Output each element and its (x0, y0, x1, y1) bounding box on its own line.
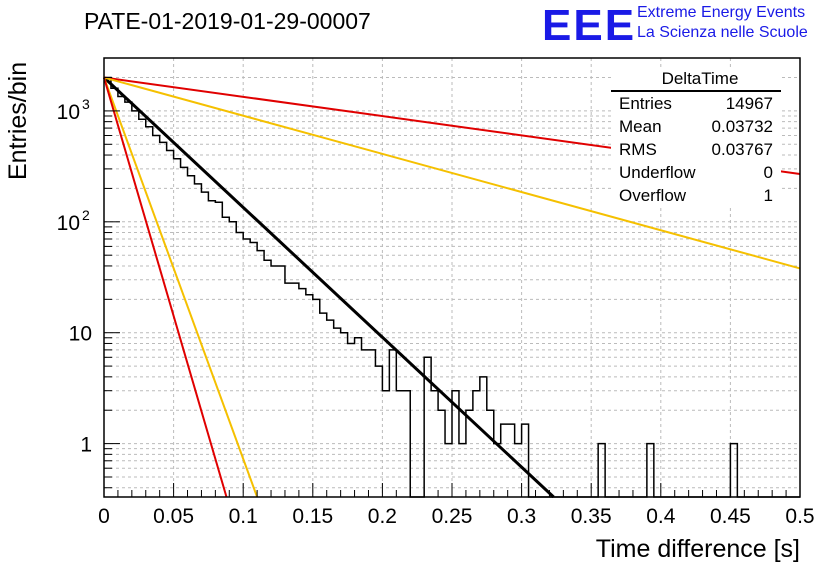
x-tick-label: 0.1 (229, 505, 258, 528)
histogram-bin (334, 328, 341, 497)
stats-row: Entries 14967 (611, 92, 781, 115)
x-tick-label: 0.15 (292, 505, 333, 528)
stats-rows: Entries 14967 Mean 0.03732 RMS 0.03767 Underfl… (611, 92, 781, 207)
histogram-bin (271, 266, 278, 497)
stats-box: DeltaTime Entries 14967 Mean 0.03732 RMS 0.03… (611, 68, 781, 207)
axis-ticks: 0 0.05 0.1 0.15 0.2 0.25 0.3 0.35 0.4 0.45 0.51101… (57, 57, 815, 528)
histogram-bin (111, 88, 118, 497)
x-tick-label: 0.35 (571, 505, 612, 528)
histogram-bin (327, 320, 334, 497)
histogram-bin (480, 377, 487, 497)
histogram-bin (229, 222, 236, 497)
x-tick-label: 0.25 (432, 505, 473, 528)
logo-caption-line2: La Scienza nelle Scuole (637, 24, 808, 41)
histogram-bin (243, 239, 250, 497)
y-tick-exponent: 3 (82, 96, 90, 112)
x-tick-label: 0.4 (646, 505, 676, 528)
histogram-bin (313, 299, 320, 497)
histogram-bin (257, 251, 264, 497)
x-tick-label: 0.05 (153, 505, 194, 528)
x-tick-label: 0.5 (785, 505, 814, 528)
x-tick-label: 0.45 (710, 505, 751, 528)
stats-row: RMS 0.03767 (611, 138, 781, 161)
fit-line (103, 77, 228, 498)
eee-logo: EEE (542, 1, 637, 50)
stats-label: Mean (619, 117, 662, 136)
histogram-bin (250, 243, 257, 497)
fit-line (103, 77, 259, 498)
histogram-bin (598, 444, 605, 497)
stats-row: Overflow 1 (611, 184, 781, 207)
histogram-bin (647, 444, 654, 497)
histogram-bin (118, 96, 125, 497)
y-tick-exponent: 2 (82, 207, 90, 223)
y-tick-label: 1 (80, 434, 92, 457)
histogram-bin (494, 444, 501, 497)
stats-value: 1 (763, 186, 773, 205)
histogram-bin (515, 444, 522, 497)
histogram-bin (487, 410, 494, 497)
histogram-bin (368, 350, 375, 497)
histogram-bin (181, 167, 188, 497)
histogram-bin (278, 266, 285, 497)
histogram-bin (285, 283, 292, 497)
histogram-bin (104, 78, 111, 497)
fit-line (103, 76, 801, 270)
stats-title: DeltaTime (611, 68, 781, 92)
stats-value: 14967 (725, 94, 773, 113)
histogram-bin (362, 350, 369, 497)
histogram-bin (167, 150, 174, 497)
histogram-bin (459, 444, 466, 497)
histogram-bin (306, 295, 313, 497)
stats-label: RMS (619, 140, 657, 159)
x-axis-label: Time difference [s] (595, 535, 800, 563)
stats-label: Underflow (619, 163, 696, 182)
x-tick-label: 0.2 (368, 505, 397, 528)
x-tick-label: 0.3 (507, 505, 536, 528)
histogram-bin (730, 444, 737, 497)
histogram-bin (445, 444, 452, 497)
histogram-bin (299, 289, 306, 497)
histogram-bin (438, 410, 445, 497)
y-tick-label: 10 (57, 212, 80, 235)
stats-value: 0 (763, 163, 773, 182)
y-tick-label: 10 (57, 101, 80, 124)
stats-row: Underflow 0 (611, 161, 781, 184)
stats-value: 0.03767 (711, 140, 773, 159)
histogram-bin (355, 338, 362, 497)
histogram-bin (389, 350, 396, 497)
x-tick-label: 0 (98, 505, 110, 528)
histogram-bin (153, 136, 160, 497)
histogram-bin (320, 313, 327, 497)
logo-caption: Extreme Energy Events La Scienza nelle S… (637, 3, 808, 43)
y-tick-label: 10 (69, 323, 92, 346)
stats-label: Entries (619, 94, 672, 113)
logo-caption-line1: Extreme Energy Events (637, 4, 806, 21)
fit-line (102, 76, 555, 499)
histogram-bin (146, 127, 153, 497)
chart-title: PATE-01-2019-01-29-00007 (84, 8, 371, 34)
stats-row: Mean 0.03732 (611, 115, 781, 138)
stats-label: Overflow (619, 186, 687, 205)
histogram-bin (466, 410, 473, 497)
histogram-bin (264, 260, 271, 497)
histogram-bin (292, 283, 299, 497)
y-axis-label: Entries/bin (4, 61, 32, 180)
stats-value: 0.03732 (711, 117, 773, 136)
